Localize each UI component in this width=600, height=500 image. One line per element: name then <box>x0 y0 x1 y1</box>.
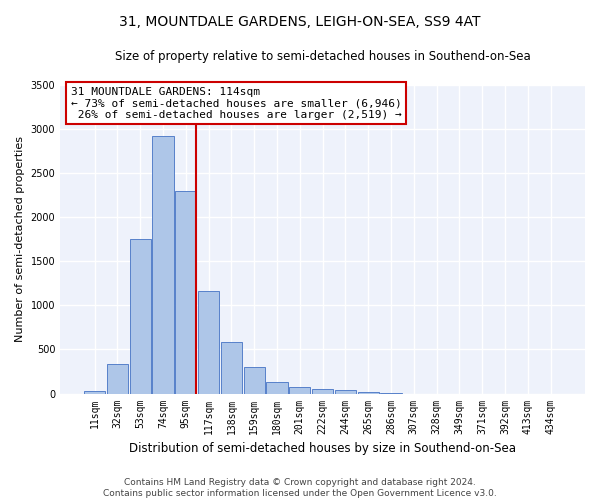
Bar <box>266 382 287 394</box>
Title: Size of property relative to semi-detached houses in Southend-on-Sea: Size of property relative to semi-detach… <box>115 50 530 63</box>
Bar <box>107 364 128 394</box>
Text: 31, MOUNTDALE GARDENS, LEIGH-ON-SEA, SS9 4AT: 31, MOUNTDALE GARDENS, LEIGH-ON-SEA, SS9… <box>119 15 481 29</box>
Bar <box>289 388 310 394</box>
Y-axis label: Number of semi-detached properties: Number of semi-detached properties <box>15 136 25 342</box>
Bar <box>175 191 196 394</box>
Bar <box>244 367 265 394</box>
X-axis label: Distribution of semi-detached houses by size in Southend-on-Sea: Distribution of semi-detached houses by … <box>129 442 516 455</box>
Bar <box>221 342 242 394</box>
Text: 31 MOUNTDALE GARDENS: 114sqm
← 73% of semi-detached houses are smaller (6,946)
 : 31 MOUNTDALE GARDENS: 114sqm ← 73% of se… <box>71 86 401 120</box>
Bar <box>198 292 219 394</box>
Bar <box>152 136 173 394</box>
Text: Contains HM Land Registry data © Crown copyright and database right 2024.
Contai: Contains HM Land Registry data © Crown c… <box>103 478 497 498</box>
Bar <box>358 392 379 394</box>
Bar <box>84 391 105 394</box>
Bar <box>335 390 356 394</box>
Bar <box>130 240 151 394</box>
Bar <box>312 388 333 394</box>
